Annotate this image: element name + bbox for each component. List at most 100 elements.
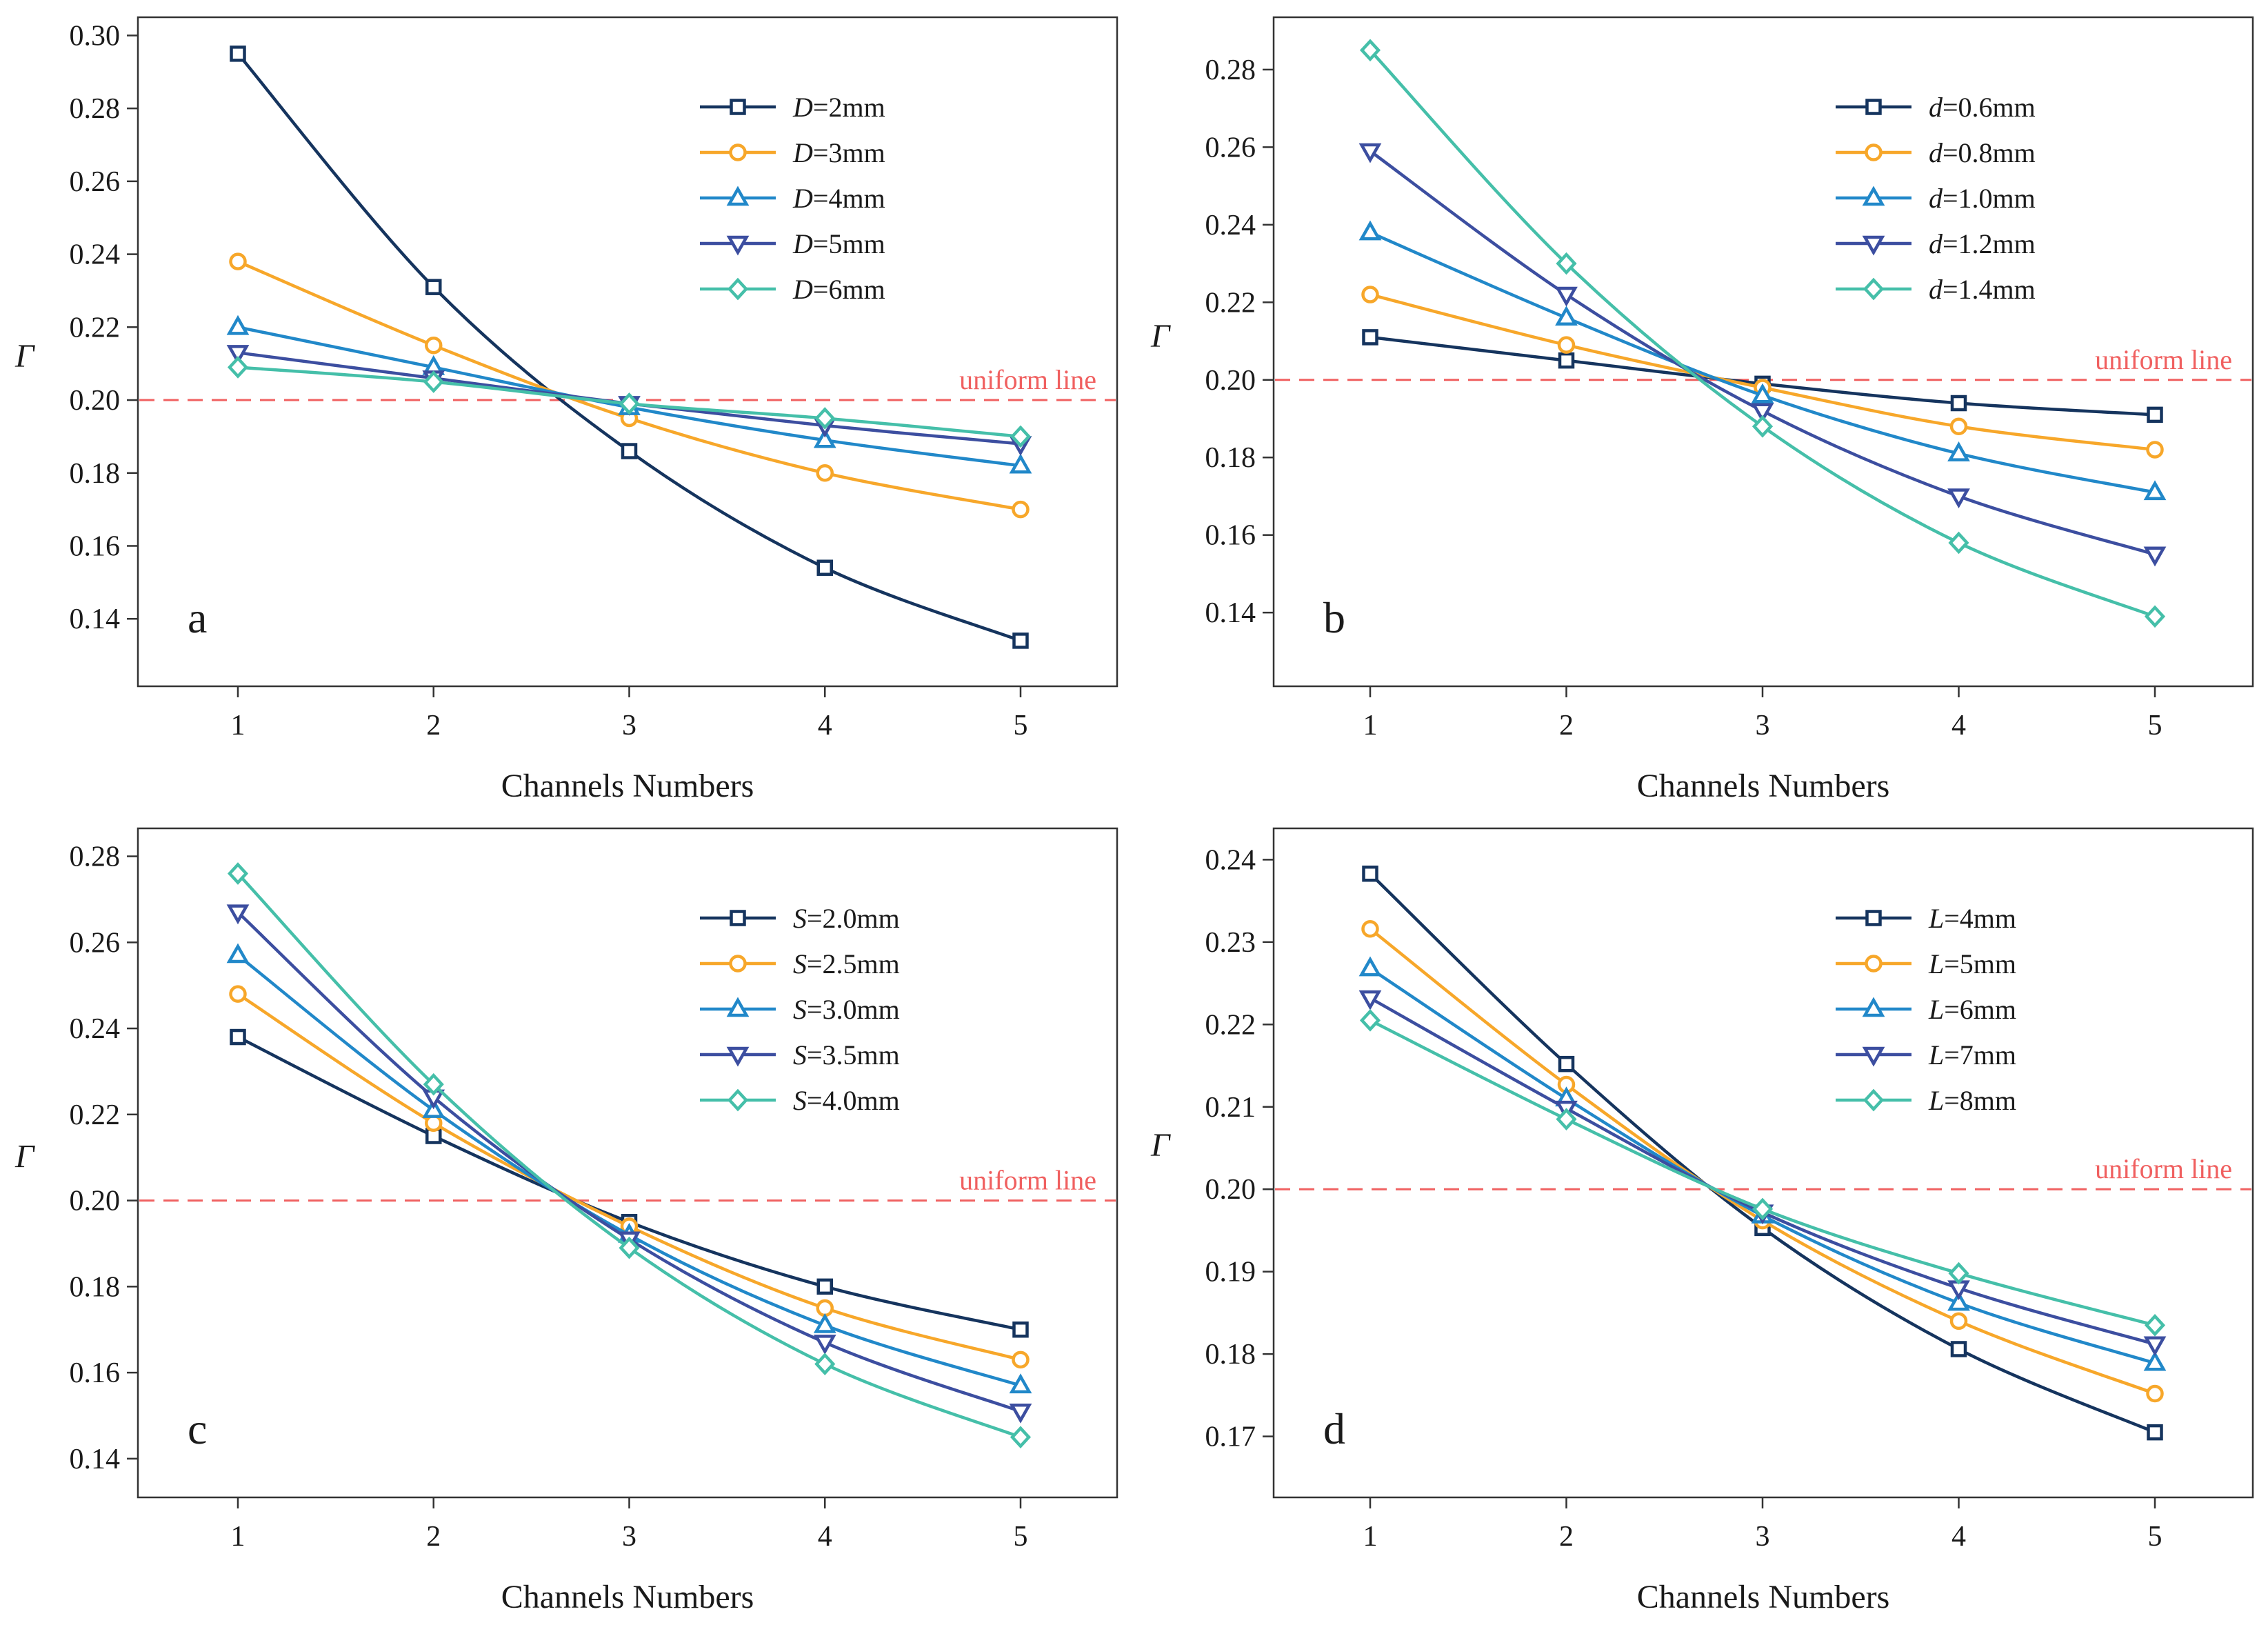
- y-tick-label: 0.16: [70, 530, 121, 562]
- data-point: [619, 392, 640, 415]
- data-point: [226, 345, 250, 365]
- series-line: [1369, 49, 2156, 618]
- legend-marker: [1862, 186, 1885, 206]
- y-tick-label: 0.26: [70, 927, 121, 959]
- data-point: [1009, 1403, 1032, 1424]
- uniform-line-label: uniform line: [959, 1165, 1096, 1196]
- legend-label: d=0.8mm: [1929, 137, 2036, 168]
- legend-label: L=8mm: [1928, 1085, 2016, 1116]
- legend-marker: [1865, 143, 1883, 161]
- legend-variable: S: [793, 994, 807, 1025]
- x-tick-label: 2: [426, 710, 441, 741]
- y-tick-label: 0.14: [70, 604, 121, 635]
- legend-entry: d=0.6mm: [1836, 92, 2036, 123]
- plot-frame: [137, 16, 1118, 688]
- x-tick-label: 1: [231, 710, 245, 741]
- legend-value: =6mm: [813, 274, 885, 305]
- y-tick-label: 0.30: [70, 20, 121, 52]
- chart-panel-d: 0.17 0.18 0.19 0.20 0.21 0.22 0.23 0.24 1 2 3 4 5 Cha…: [1150, 827, 2254, 1615]
- legend-entry: S=3.5mm: [700, 1039, 900, 1070]
- legend-variable: S: [793, 903, 807, 934]
- data-point: [226, 943, 250, 964]
- series-line: [1369, 967, 2156, 1365]
- legend-entry: D=4mm: [700, 183, 885, 214]
- data-point: [1012, 1321, 1029, 1338]
- series-line: [1369, 873, 2156, 1434]
- data-point: [226, 315, 250, 335]
- data-point: [816, 1299, 834, 1317]
- x-tick-label: 4: [818, 710, 832, 741]
- chart-panel-c: 0.14 0.16 0.18 0.20 0.22 0.24 0.26 0.28 1 2 3 4 5 Cha…: [14, 827, 1118, 1615]
- legend-marker: [1862, 1046, 1885, 1067]
- y-tick-label: 0.22: [1205, 287, 1256, 319]
- series-a-2: [229, 252, 1030, 519]
- series-line: [1369, 927, 2156, 1395]
- legend-variable: L: [1928, 1085, 1944, 1116]
- series-c-3: [226, 943, 1032, 1394]
- data-point: [1010, 1426, 1032, 1448]
- legend-label: D=3mm: [792, 137, 885, 168]
- data-point: [816, 1278, 833, 1295]
- series-line: [1369, 231, 2156, 495]
- legend-variable: L: [1928, 994, 1944, 1025]
- series-line: [237, 52, 1021, 643]
- data-point: [1358, 990, 1382, 1010]
- series-line: [237, 911, 1021, 1413]
- legend-value: =1.0mm: [1943, 183, 2036, 214]
- legend-variable: S: [793, 1039, 807, 1070]
- data-point: [2146, 1384, 2164, 1403]
- y-tick-label: 0.20: [70, 385, 121, 417]
- data-point: [2143, 480, 2167, 501]
- legend-label: L=5mm: [1928, 948, 2016, 979]
- x-axis-title: Channels Numbers: [1637, 768, 1890, 804]
- series-b-3: [1358, 220, 2167, 501]
- data-point: [226, 904, 250, 925]
- legend-label: d=0.6mm: [1929, 92, 2036, 123]
- data-point: [1948, 531, 1969, 555]
- legend-variable: d: [1929, 274, 1943, 305]
- data-point: [1950, 1341, 1967, 1357]
- legend-variable: d: [1929, 137, 1943, 168]
- data-point: [425, 336, 443, 355]
- y-tick-label: 0.28: [1205, 54, 1256, 86]
- legend-entry: L=8mm: [1836, 1085, 2016, 1116]
- y-tick-label: 0.16: [70, 1357, 121, 1389]
- legend-label: d=1.2mm: [1929, 228, 2036, 259]
- legend-entry: d=1.0mm: [1836, 183, 2036, 214]
- uniform-line-label: uniform line: [959, 364, 1096, 395]
- x-tick-label: 5: [1014, 710, 1028, 741]
- y-axis-title: Γ: [1150, 318, 1171, 355]
- x-tick-label: 3: [1756, 1521, 1770, 1553]
- y-tick-label: 0.17: [1205, 1422, 1256, 1453]
- legend-variable: D: [792, 274, 813, 305]
- legend-label: D=5mm: [792, 228, 885, 259]
- data-point: [425, 279, 442, 295]
- y-tick-label: 0.24: [70, 1013, 121, 1045]
- series-c-4: [226, 904, 1032, 1424]
- x-tick-label: 4: [1951, 1521, 1966, 1553]
- legend-value: =8mm: [1944, 1085, 2016, 1116]
- data-point: [2144, 605, 2166, 628]
- data-point: [1555, 286, 1578, 307]
- series-line: [237, 954, 1021, 1387]
- legend-entry: S=4.0mm: [700, 1085, 900, 1116]
- legend-value: =4mm: [1944, 903, 2016, 934]
- legend-marker: [1863, 1088, 1885, 1112]
- series-d-5: [1359, 1009, 2166, 1337]
- y-tick-label: 0.24: [70, 239, 121, 271]
- data-point: [1362, 865, 1378, 882]
- data-point: [1558, 352, 1575, 369]
- data-point: [1950, 395, 1967, 412]
- y-tick-label: 0.16: [1205, 520, 1256, 552]
- data-point: [2147, 406, 2163, 423]
- legend-marker: [726, 1046, 750, 1067]
- data-point: [1751, 403, 1774, 423]
- legend-value: =2mm: [813, 92, 885, 123]
- uniform-line-label: uniform line: [2095, 344, 2232, 375]
- data-point: [227, 356, 249, 379]
- legend-label: S=2.0mm: [793, 903, 900, 934]
- plot-frame: [137, 827, 1118, 1499]
- legend-marker: [726, 997, 750, 1017]
- data-point: [2143, 1350, 2167, 1371]
- legend-variable: d: [1929, 92, 1943, 123]
